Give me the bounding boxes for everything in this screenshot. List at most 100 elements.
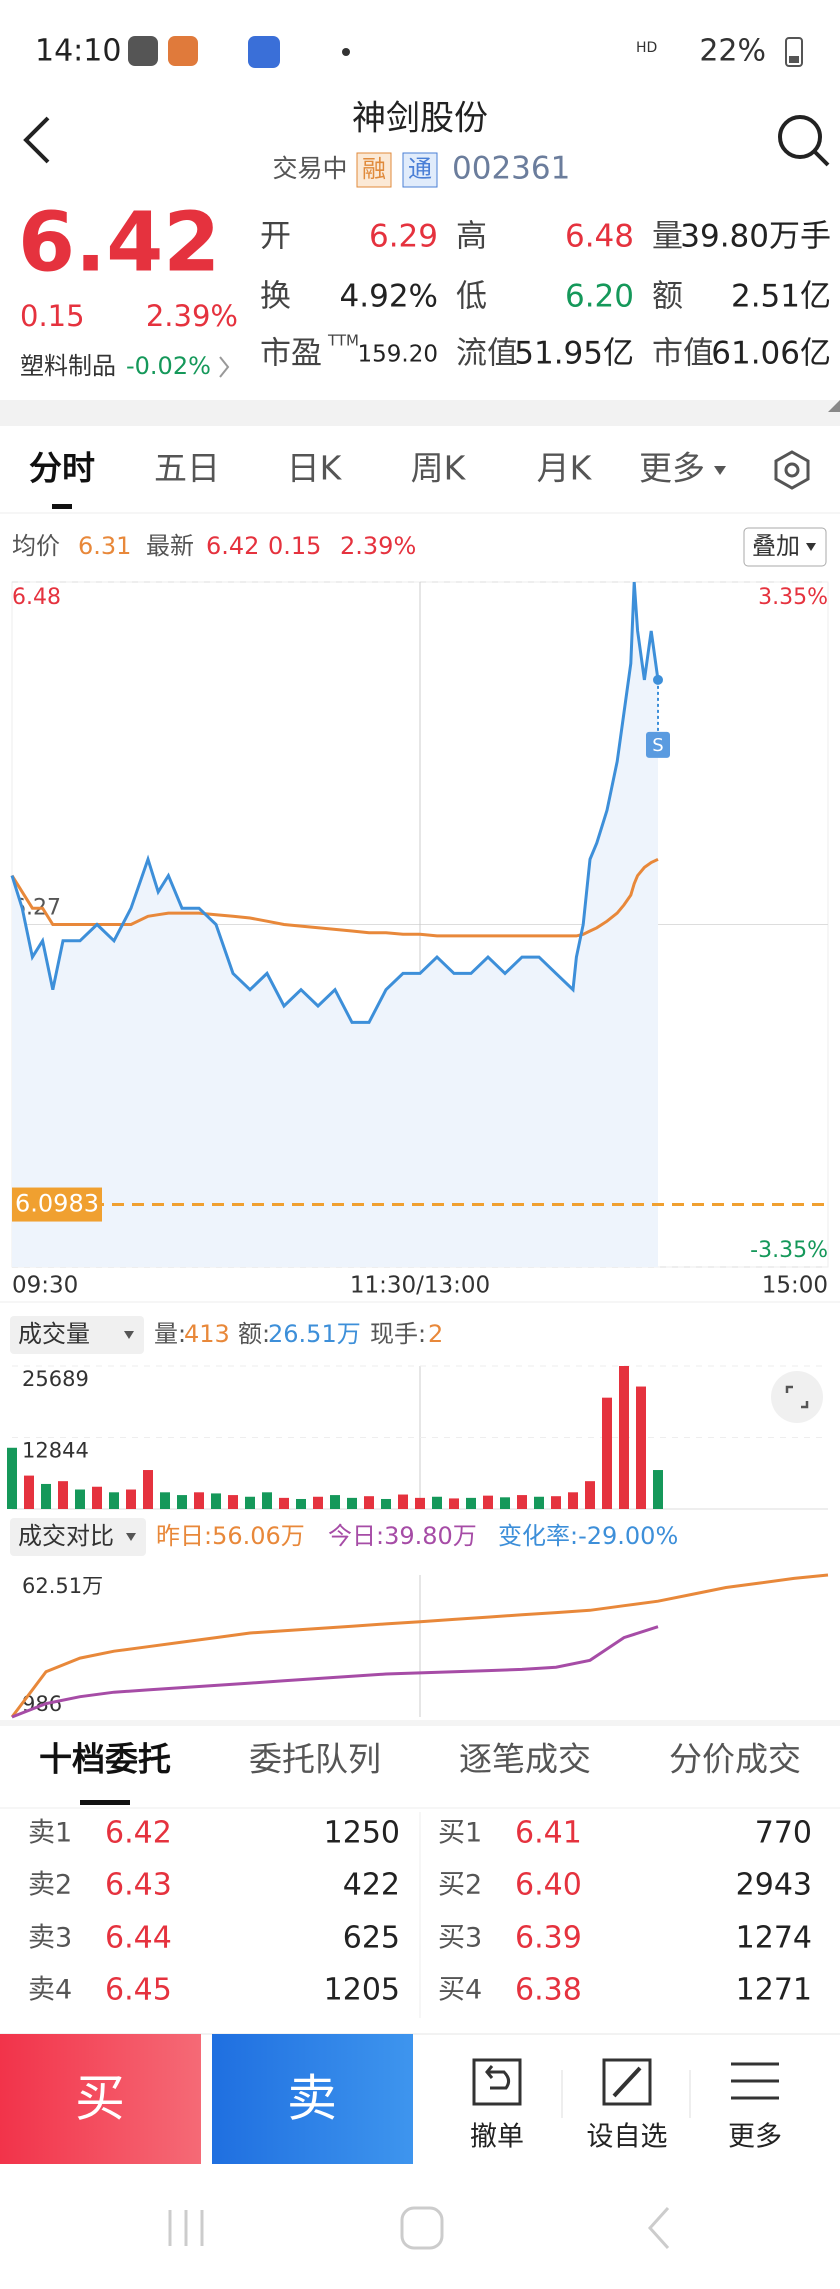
sector-name[interactable]: 塑料制品 — [20, 352, 116, 380]
badge: 通 — [408, 155, 432, 183]
status-time: 14:10 — [35, 34, 121, 69]
bottom-actions: 撤单 设自选 更多 — [470, 2122, 782, 2153]
volume-label: 成交量 — [18, 1320, 90, 1348]
avg-label: 均价 — [12, 532, 60, 560]
buy-button[interactable] — [0, 2034, 201, 2164]
x-tick-label: 11:30/13:00 — [350, 1273, 490, 1299]
tab[interactable]: 更多 — [639, 449, 705, 488]
x-tick-label: 09:30 — [12, 1273, 78, 1299]
overlay-label: 叠加 — [752, 532, 800, 560]
tab[interactable]: 周K — [411, 449, 467, 488]
x-tick-label: 15:00 — [762, 1273, 828, 1299]
status-network: HD — [636, 40, 657, 56]
volume-bar — [585, 1481, 595, 1509]
volume-caret — [124, 1331, 134, 1339]
volume-stat-label: 额: — [238, 1320, 270, 1348]
tab[interactable]: 五日 — [154, 449, 220, 488]
volume-bar — [364, 1496, 374, 1509]
volume-selector[interactable] — [10, 1316, 144, 1354]
reference-box — [12, 1187, 102, 1222]
volume-bar — [41, 1483, 51, 1509]
tab[interactable]: 日K — [287, 449, 343, 488]
overlay-caret — [806, 543, 816, 551]
volume-bar — [313, 1496, 323, 1509]
expand-button[interactable] — [771, 1371, 823, 1423]
stat-label: 低 — [456, 279, 487, 315]
book-level: 买4 — [438, 1975, 482, 2006]
marker-box[interactable] — [646, 731, 670, 758]
volume-bar — [517, 1495, 527, 1509]
volume-bar — [126, 1489, 136, 1509]
back-button[interactable] — [23, 116, 50, 164]
volume-bar — [228, 1495, 238, 1509]
stat-value: 39.80万手 — [680, 219, 831, 255]
book-volume: 1271 — [736, 1973, 812, 2008]
compare-selector[interactable] — [10, 1518, 146, 1556]
settings-button[interactable] — [774, 450, 810, 490]
last-price: 6.42 — [18, 195, 220, 290]
watchlist-icon[interactable] — [602, 2058, 652, 2106]
book-price: 6.40 — [515, 1868, 582, 1903]
volume-bar — [177, 1495, 187, 1509]
price-info: 均价 6.31 最新 6.42 0.15 2.39% — [12, 532, 416, 560]
volume-bar — [483, 1495, 493, 1509]
volume-bar — [160, 1492, 170, 1509]
marker-label: S — [652, 735, 663, 756]
stat-label: 量 — [652, 219, 683, 255]
section-gap — [0, 1720, 840, 1726]
book-price: 6.43 — [105, 1868, 172, 1903]
sell-button[interactable] — [212, 2034, 413, 2164]
book-tab[interactable]: 委托队列 — [249, 1740, 381, 1779]
expand-icon — [785, 1385, 809, 1409]
volume-bar — [194, 1492, 204, 1509]
volume-bar — [602, 1397, 612, 1509]
avg-value: 6.31 — [78, 532, 131, 560]
volume-bar — [109, 1492, 119, 1509]
book-volume: 422 — [343, 1868, 400, 1903]
stat-label: 市值 — [652, 336, 714, 372]
search-handle — [813, 150, 830, 167]
volume-stat-value: 26.51万 — [268, 1320, 361, 1348]
nav-home[interactable] — [400, 2206, 444, 2250]
nav-back[interactable] — [647, 2206, 670, 2250]
action-label[interactable]: 设自选 — [587, 2122, 668, 2153]
book-tab[interactable]: 十档委托 — [39, 1740, 171, 1779]
volume-stat-label: 量: — [154, 1320, 186, 1348]
volume-bar — [7, 1447, 17, 1509]
tab[interactable]: 月K — [537, 449, 593, 488]
volume-bar — [636, 1386, 646, 1509]
book-level: 卖4 — [28, 1975, 72, 2006]
book-volume: 625 — [343, 1921, 400, 1956]
action-label[interactable]: 更多 — [728, 2122, 782, 2153]
volume-bar — [143, 1470, 153, 1509]
badge-box — [402, 152, 438, 188]
y-tick-label: 25689 — [22, 1367, 89, 1391]
more-icon[interactable] — [731, 2062, 779, 2100]
volume-stat-value: 2 — [428, 1320, 443, 1348]
tab[interactable]: 分时 — [29, 449, 95, 488]
stat-value: 6.20 — [565, 279, 634, 315]
nav-recent[interactable] — [168, 2210, 204, 2246]
book-tab[interactable]: 分价成交 — [669, 1740, 801, 1779]
stat-value: 4.92% — [340, 279, 438, 315]
volume-stat-label: 现手: — [370, 1320, 426, 1348]
overlay-button[interactable] — [743, 527, 827, 567]
stat-label: 换 — [260, 279, 291, 315]
action-label[interactable]: 撤单 — [470, 2122, 524, 2153]
y-tick-label: 12844 — [22, 1439, 89, 1463]
change-pct: 2.39% — [340, 532, 416, 560]
book-tab-underline — [80, 1800, 130, 1805]
book-tab[interactable]: 逐笔成交 — [459, 1740, 591, 1779]
book-level: 买1 — [438, 1818, 482, 1849]
compare-caret — [126, 1533, 136, 1541]
change-value: 0.15 — [268, 532, 321, 560]
cancel-icon[interactable] — [472, 2058, 522, 2106]
volume-bar — [534, 1496, 544, 1509]
book-price: 6.41 — [515, 1816, 582, 1851]
price-line — [10, 581, 660, 1024]
book-volume: 770 — [755, 1816, 812, 1851]
stat-value: 6.29 — [369, 219, 438, 255]
search-button[interactable] — [778, 115, 822, 159]
